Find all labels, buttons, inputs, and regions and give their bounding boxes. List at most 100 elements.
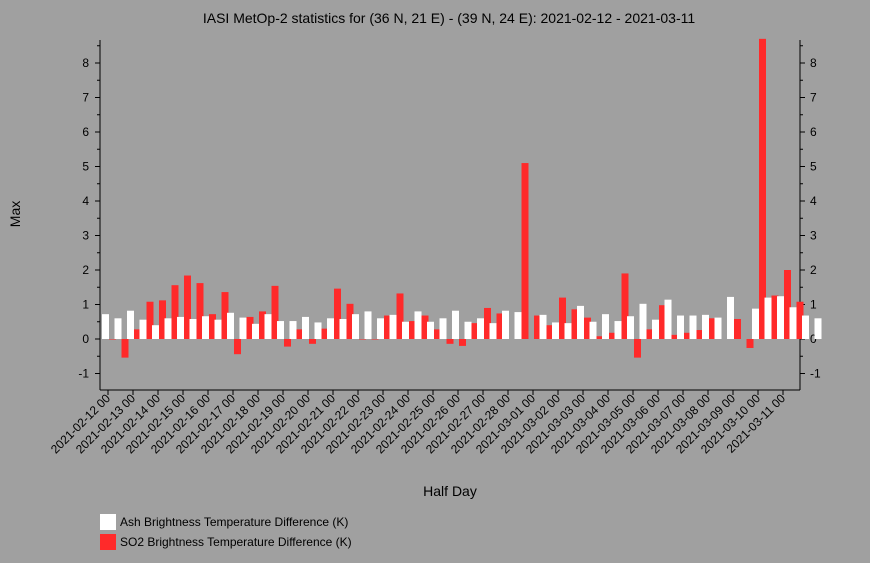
bar-ash	[639, 303, 647, 339]
bar-so2	[459, 339, 466, 346]
bar-ash	[477, 318, 484, 339]
legend-item-ash: Ash Brightness Temperature Difference (K…	[100, 512, 352, 532]
bar-ash	[102, 314, 109, 339]
chart-title: IASI MetOp-2 statistics for (36 N, 21 E)…	[203, 10, 696, 26]
y-tick-label-right: 3	[810, 229, 817, 243]
bar-so2	[109, 339, 116, 340]
bar-ash	[677, 315, 684, 339]
bar-so2	[684, 332, 691, 339]
bar-ash	[302, 316, 309, 339]
bar-ash	[389, 314, 397, 339]
bar-ash	[264, 314, 272, 339]
bar-so2	[134, 329, 141, 339]
bar-ash	[652, 319, 659, 339]
legend-swatch-ash	[100, 514, 116, 530]
bar-ash	[427, 321, 434, 339]
y-tick-label-right: 1	[810, 298, 817, 312]
bar-so2	[284, 339, 291, 347]
bar-ash	[627, 316, 634, 339]
bar-so2	[346, 303, 354, 339]
bar-so2	[709, 318, 716, 339]
bar-ash	[277, 321, 284, 339]
bar-ash	[814, 318, 822, 339]
y-axis-label: Max	[7, 201, 23, 227]
x-axis-label: Half Day	[423, 483, 477, 499]
y-tick-label-right: 0	[810, 332, 817, 346]
bar-ash	[602, 314, 609, 339]
bar-ash	[414, 311, 422, 339]
bar-so2	[296, 329, 304, 339]
bar-ash	[452, 310, 459, 339]
bar-so2	[571, 309, 579, 339]
bar-ash	[239, 317, 247, 339]
y-tick-label-left: 3	[82, 229, 89, 243]
y-tick-label-right: 8	[810, 56, 817, 70]
bar-ash	[314, 322, 322, 339]
bar-so2	[384, 315, 391, 339]
bar-so2	[196, 283, 204, 339]
bar-so2	[396, 293, 404, 339]
bar-ash	[327, 318, 334, 339]
bar-ash	[789, 307, 797, 339]
bar-so2	[671, 334, 679, 339]
y-tick-label-right: 5	[810, 160, 817, 174]
bar-so2	[784, 270, 791, 339]
bar-so2	[209, 314, 216, 339]
bar-ash	[189, 318, 197, 339]
bar-ash	[127, 310, 134, 339]
bar-ash	[752, 308, 759, 339]
bar-so2	[121, 339, 129, 358]
bar-so2	[621, 273, 629, 339]
bar-ash	[514, 312, 522, 339]
legend-label-ash: Ash Brightness Temperature Difference (K…	[120, 515, 349, 529]
bar-ash	[727, 296, 734, 339]
y-tick-label-left: 6	[82, 125, 89, 139]
legend-swatch-so2	[100, 534, 116, 550]
bar-ash	[714, 317, 722, 339]
bar-so2	[471, 323, 479, 339]
bar-so2	[646, 329, 654, 339]
bar-so2	[421, 315, 429, 339]
bar-so2	[321, 328, 329, 339]
bar-ash	[589, 321, 597, 339]
bar-so2	[184, 275, 191, 339]
bar-so2	[371, 339, 379, 340]
bar-ash	[252, 323, 259, 339]
bar-ash	[289, 321, 297, 339]
bar-so2	[434, 329, 441, 339]
y-tick-label-right: 7	[810, 91, 817, 105]
bar-ash	[377, 318, 384, 339]
bar-ash	[177, 316, 184, 339]
bar-so2	[246, 316, 254, 339]
bar-ash	[202, 316, 209, 339]
bar-ash	[802, 315, 809, 339]
bar-so2	[271, 285, 279, 339]
bar-so2	[659, 305, 666, 339]
bar-ash	[702, 314, 709, 339]
bar-so2	[171, 285, 179, 339]
bar-ash	[614, 321, 622, 339]
bar-ash	[402, 321, 409, 339]
bar-so2	[409, 321, 416, 339]
bar-ash	[489, 323, 497, 339]
bar-ash	[464, 321, 472, 339]
bar-ash	[214, 319, 222, 339]
y-tick-label-left: 8	[82, 56, 89, 70]
y-tick-label-right: 6	[810, 125, 817, 139]
bar-ash	[664, 299, 672, 339]
bar-so2	[771, 295, 779, 339]
bar-so2	[521, 163, 529, 339]
y-tick-label-left: 0	[82, 332, 89, 346]
bar-ash	[764, 297, 772, 339]
bar-so2	[559, 297, 566, 339]
bar-so2	[634, 339, 641, 358]
bar-so2	[234, 339, 241, 355]
bar-ash	[114, 318, 122, 339]
legend-item-so2: SO2 Brightness Temperature Difference (K…	[100, 532, 352, 552]
y-tick-label-left: 5	[82, 160, 89, 174]
bar-so2	[584, 317, 591, 339]
bar-so2	[146, 301, 154, 339]
bar-so2	[596, 336, 604, 339]
bar-ash	[152, 325, 159, 339]
